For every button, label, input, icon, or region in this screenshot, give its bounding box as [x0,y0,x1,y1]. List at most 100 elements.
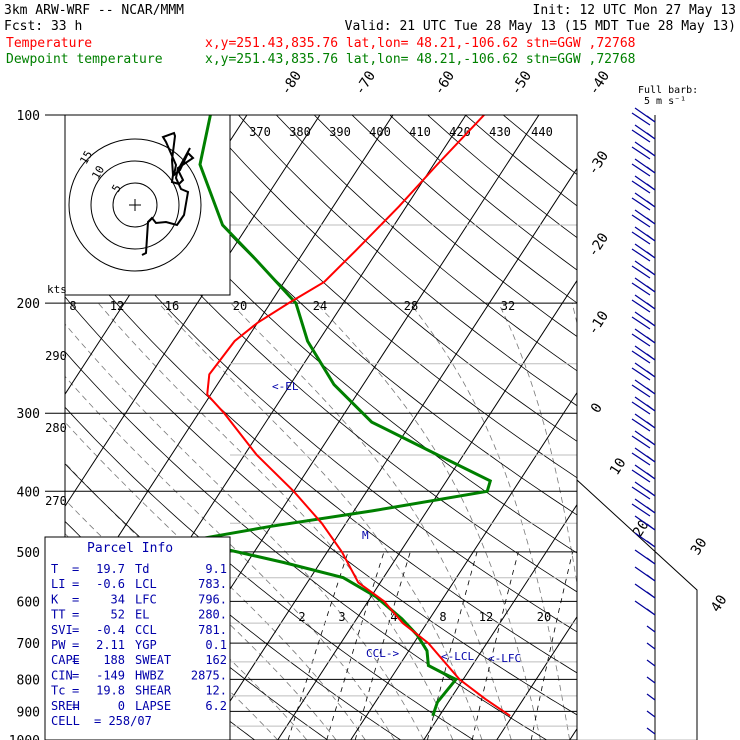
parcel-key: LI [51,577,65,591]
parcel-value: 34 [111,592,125,606]
mixing-ratio-upper-label: 8 [69,299,76,313]
parcel-key: PW [51,638,66,652]
parcel-key: SHEAR [135,684,172,698]
isotherm-line [204,167,577,740]
wind-barb [631,260,656,279]
parcel-key: Td [135,562,149,576]
forecast-hour: Fcst: 33 h [4,19,82,34]
dry-adiabat-line [427,115,577,239]
hodograph-ring-10 [90,160,180,250]
parcel-key: CCL [135,623,157,637]
temperature-tick-label: -60 [431,68,458,98]
wind-barb [631,209,656,228]
wind-barb [634,600,656,616]
wind-barb [646,659,656,667]
parcel-key: Tc [51,684,65,698]
dry-adiabat-line [465,115,577,207]
parcel-value: 796. [198,592,227,606]
pressure-tick-label: 800 [17,673,40,688]
wind-key-value: 5 m s⁻¹ [644,96,686,107]
temperature-tick-label: 20 [630,517,653,540]
wind-barb [631,498,656,517]
wind-barb [631,481,656,500]
temperature-tick-label: -10 [585,308,612,338]
temperature-tick-label: 40 [708,592,731,615]
hodograph: 5 10 15 kts [47,114,231,296]
wind-barb [646,710,656,718]
wind-barb [631,464,656,483]
mixing-ratio-line [588,552,625,740]
wind-barb [634,515,656,531]
hodograph-units: kts [47,283,67,296]
wind-barb [631,124,656,143]
wind-barb [631,175,656,194]
mixing-ratio-lower-label: 12 [479,610,493,624]
parcel-value: = 258/07 [94,714,152,728]
level-annotations: <-EL M CCL-> <-LCL <-LFC [272,380,521,665]
hodograph-center-mark [129,199,141,211]
hodograph-ring-15 [68,138,202,272]
wind-barb [631,158,656,177]
mixing-ratio-lower-label: 8 [439,610,446,624]
isotherm-line [277,279,577,740]
temperature-tick-label: 10 [607,455,630,478]
mixing-ratio-upper-label: 12 [110,299,124,313]
hodograph-frame [64,114,231,296]
parcel-value: 19.8 [96,684,125,698]
isotherm-line [496,615,577,740]
wind-barb [631,192,656,211]
pressure-tick-label: 600 [17,595,40,610]
parcel-value: 9.1 [205,562,227,576]
moist-adiabat-line [409,302,571,740]
pressure-tick-label: 900 [17,705,40,720]
parcel-value: 12. [205,684,227,698]
wind-barb [631,277,656,296]
parcel-equals: = [72,684,79,698]
parcel-value: 0.1 [205,638,227,652]
mixing-ratio-upper-label: 16 [165,299,179,313]
theta-label: 390 [329,125,351,139]
parcel-value: 162 [205,653,227,667]
pressure-tick-label: 700 [17,637,40,652]
parcel-value: 188 [103,653,125,667]
hodograph-ring-5 [112,182,158,228]
wind-barb [631,379,656,398]
dry-adiabat-line [200,115,577,442]
parcel-info-title: Parcel Info [87,541,173,556]
wind-barb [631,362,656,381]
temperature-legend: Temperature [6,36,92,51]
temperature-tick-label: -80 [278,68,305,98]
wind-barb [631,430,656,449]
init-time: Init: 12 UTC Mon 27 May 13 [533,3,737,18]
moist-adiabat-line [230,302,512,740]
moist-adiabat-line [315,302,541,740]
mixing-ratio-lower-label: 3 [338,610,345,624]
theta-label: 370 [249,125,271,139]
mixing-ratio-lower-label: 20 [537,610,551,624]
lfc-marker: <-LFC [488,652,521,665]
temperature-tick-label: -70 [352,68,379,98]
wind-key-title: Full barb: [638,85,698,96]
temperature-tick-label: 0 [588,400,606,416]
pressure-tick-label: 500 [17,546,40,561]
isotherm-line [423,503,577,740]
wind-barb [631,328,656,347]
theta-label: 400 [369,125,391,139]
parcel-value: 0 [118,699,125,713]
mixing-ratio-upper-label: 28 [404,299,418,313]
temperature-tick-label: -20 [585,230,612,260]
dry-adiabat-line [238,115,577,407]
parcel-value: 52 [111,608,125,622]
parcel-key: LAPSE [135,699,171,713]
hodograph-ring-label: 15 [77,149,95,167]
pressure-tick-label: 200 [17,297,40,312]
parcel-value: 6.2 [205,699,227,713]
mixing-ratio-upper-label: 32 [501,299,515,313]
wind-barb [631,447,656,466]
isotherm-line [65,115,394,620]
lcl-marker: <-LCL [441,650,474,663]
valid-time: Valid: 21 UTC Tue 28 May 13 (15 MDT Tue … [345,19,736,34]
wind-barbs [576,107,698,740]
hodograph-trace [141,131,195,256]
